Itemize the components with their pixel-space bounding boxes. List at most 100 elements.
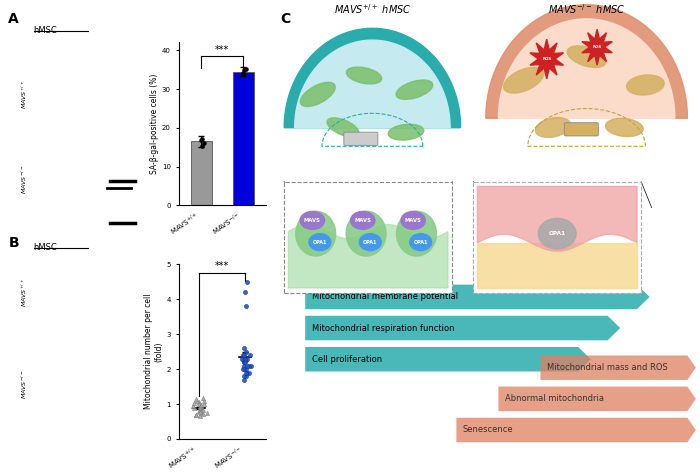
Point	[244, 369, 255, 376]
Ellipse shape	[300, 211, 325, 229]
Point	[238, 358, 249, 366]
Y-axis label: Mitochondrial number per cell
(fold): Mitochondrial number per cell (fold)	[144, 294, 164, 409]
Ellipse shape	[503, 67, 544, 93]
Text: Mitochondrial respiration function: Mitochondrial respiration function	[312, 323, 454, 333]
Point	[239, 288, 251, 296]
FancyBboxPatch shape	[344, 132, 378, 145]
Point	[195, 136, 206, 144]
Ellipse shape	[309, 234, 331, 251]
Point	[239, 365, 250, 373]
Point	[195, 408, 206, 415]
Ellipse shape	[567, 46, 606, 67]
Ellipse shape	[396, 211, 437, 256]
Polygon shape	[305, 316, 620, 340]
Point	[239, 358, 250, 366]
Polygon shape	[530, 39, 564, 79]
Y-axis label: SA-β-gal-positive cells (%): SA-β-gal-positive cells (%)	[150, 74, 159, 174]
Point	[190, 412, 202, 419]
Text: OPA1: OPA1	[549, 231, 566, 236]
Point	[197, 135, 208, 143]
Point	[195, 405, 206, 412]
Ellipse shape	[346, 211, 386, 256]
Text: C: C	[280, 12, 290, 26]
Bar	[232, 72, 253, 205]
Point	[197, 143, 208, 150]
Text: hMSC: hMSC	[34, 243, 57, 252]
Point	[194, 402, 205, 410]
Point	[194, 398, 205, 406]
Point	[244, 362, 255, 370]
Point	[198, 397, 209, 405]
Text: Mitochondrial membrane potential: Mitochondrial membrane potential	[312, 292, 458, 302]
Ellipse shape	[536, 118, 570, 137]
Text: $MAVS^{+/+}$: $MAVS^{+/+}$	[20, 278, 29, 307]
Polygon shape	[456, 418, 696, 442]
Point	[237, 355, 248, 362]
Text: Mitochondrial mass and ROS: Mitochondrial mass and ROS	[547, 363, 668, 372]
Ellipse shape	[346, 67, 382, 84]
Polygon shape	[477, 186, 637, 251]
Point	[188, 404, 199, 411]
Point	[194, 407, 205, 415]
Text: OPA1: OPA1	[414, 240, 428, 244]
Polygon shape	[305, 285, 650, 309]
Point	[237, 351, 248, 359]
Polygon shape	[582, 29, 612, 65]
Point	[195, 409, 206, 417]
Polygon shape	[477, 243, 637, 288]
Text: MAVS: MAVS	[304, 218, 321, 223]
Text: OPA1: OPA1	[313, 240, 327, 244]
Ellipse shape	[359, 234, 382, 251]
Bar	[191, 141, 212, 205]
Point	[241, 369, 253, 376]
Point	[239, 355, 251, 362]
Text: ***: ***	[215, 261, 230, 271]
Point	[187, 403, 198, 410]
Text: OPA1: OPA1	[363, 240, 377, 244]
Point	[202, 410, 213, 417]
Ellipse shape	[410, 234, 432, 251]
Text: ROS: ROS	[592, 45, 602, 49]
Ellipse shape	[295, 211, 336, 256]
Polygon shape	[486, 5, 687, 118]
Point	[191, 397, 202, 405]
Point	[241, 369, 252, 376]
Point	[238, 376, 249, 383]
Polygon shape	[498, 19, 675, 118]
Ellipse shape	[300, 82, 335, 107]
Point	[239, 351, 250, 359]
Point	[190, 411, 201, 418]
Point	[195, 413, 206, 420]
Point	[197, 410, 209, 418]
Point	[245, 362, 256, 370]
Point	[198, 400, 209, 408]
Point	[240, 365, 251, 373]
Text: $MAVS^{-/-}$: $MAVS^{-/-}$	[20, 370, 29, 399]
Point	[197, 394, 209, 402]
Polygon shape	[305, 347, 591, 371]
Point	[237, 70, 248, 78]
Point	[190, 395, 202, 403]
Point	[197, 406, 208, 414]
Text: Cell proliferation: Cell proliferation	[312, 354, 382, 364]
Text: ROS: ROS	[542, 57, 552, 61]
Point	[240, 66, 251, 73]
Point	[193, 400, 204, 408]
Polygon shape	[295, 40, 450, 127]
Text: $MAVS^{+/+}$: $MAVS^{+/+}$	[20, 80, 29, 109]
Text: MAVS: MAVS	[354, 218, 371, 223]
Ellipse shape	[351, 211, 375, 229]
Point	[239, 362, 250, 370]
Text: Abnormal mitochondria: Abnormal mitochondria	[505, 394, 603, 404]
Bar	[473, 182, 641, 293]
Ellipse shape	[389, 124, 424, 140]
Text: MAVS: MAVS	[405, 218, 421, 223]
Polygon shape	[284, 28, 461, 127]
Ellipse shape	[327, 118, 359, 137]
Point	[239, 67, 250, 74]
Text: $MAVS^{-/-}$: $MAVS^{-/-}$	[20, 165, 29, 194]
Text: Senescence: Senescence	[463, 425, 513, 435]
Ellipse shape	[606, 118, 643, 136]
Point	[240, 372, 251, 380]
Point	[241, 355, 252, 362]
